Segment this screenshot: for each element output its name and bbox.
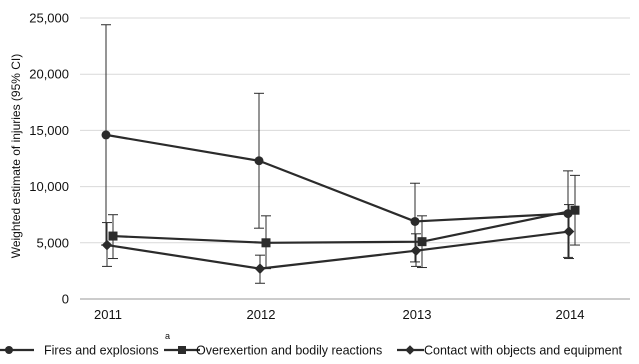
legend: Fires and explosions Overexertion and bod…	[0, 331, 623, 358]
legend-label: Contact with objects and equipment	[424, 344, 623, 358]
data-point	[101, 239, 113, 251]
series-1	[101, 24, 573, 263]
y-tick-label: 25,000	[29, 11, 69, 26]
y-tick-label: 5,000	[36, 235, 69, 250]
legend-item-3: Contact with objects and equipment	[397, 344, 623, 358]
series-line	[106, 230, 570, 270]
y-tick-label: 10,000	[29, 179, 69, 194]
legend-marker	[405, 345, 415, 355]
legend-marker	[5, 346, 13, 354]
data-point	[410, 245, 422, 256]
gridlines	[80, 17, 630, 300]
series-line	[112, 209, 576, 244]
y-axis-title: Weighted estimate of injuries (95% CI)	[9, 54, 23, 259]
data-point	[254, 156, 264, 166]
y-tick-label: 0	[62, 292, 69, 307]
y-tick-label: 20,000	[29, 67, 69, 82]
legend-item-1: Fires and explosions	[0, 344, 159, 358]
data-point	[101, 130, 111, 140]
y-tick-labels: 0 5,000 10,000 15,000 20,000 25,000	[29, 11, 69, 307]
data-point	[410, 216, 420, 226]
x-tick-label: 2013	[403, 307, 432, 322]
data-point	[417, 237, 427, 247]
data-point	[563, 226, 575, 237]
x-tick-label: 2011	[94, 307, 122, 322]
footnote-marker: a	[165, 331, 170, 341]
x-tick-label: 2012	[247, 307, 276, 322]
legend-label: Overexertion and bodily reactions	[196, 344, 382, 358]
data-point	[254, 263, 266, 274]
data-point	[570, 205, 580, 215]
series-2	[108, 174, 580, 270]
x-tick-label: 2014	[556, 307, 585, 322]
series-3	[101, 204, 575, 284]
series-line	[105, 133, 569, 223]
legend-item-2: Overexertion and bodily reactions	[164, 344, 382, 358]
series-group	[101, 24, 580, 284]
x-tick-labels: 2011 2012 2013 2014	[94, 307, 584, 322]
legend-label: Fires and explosions	[44, 344, 159, 358]
data-point	[261, 238, 271, 248]
legend-marker	[178, 346, 186, 354]
data-point	[108, 231, 118, 241]
y-tick-label: 15,000	[29, 123, 69, 138]
